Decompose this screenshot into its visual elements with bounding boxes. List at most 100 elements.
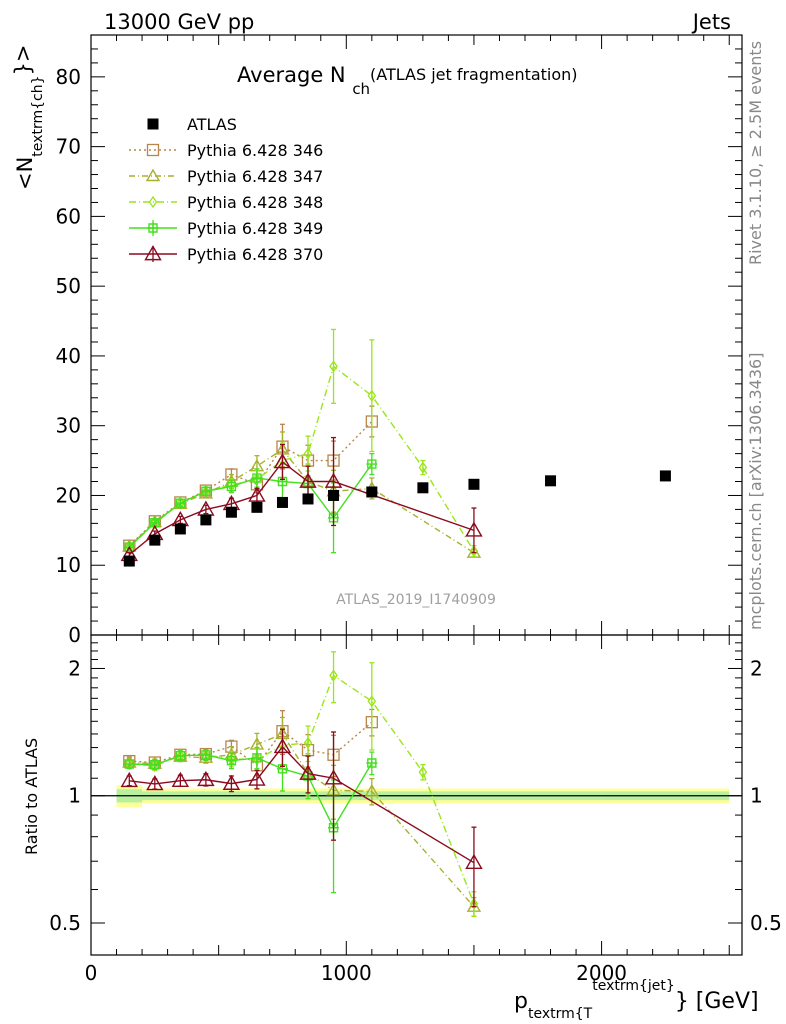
atlas-data-point [366,486,378,498]
mcplots-label: mcplots.cern.ch [arXiv:1306.3436] [746,353,765,630]
atlas-data-point [149,534,161,546]
series-ratio-point [273,737,292,754]
atlas-data-point [251,501,263,513]
series-point [225,480,237,492]
energy-label: 13000 GeV pp [104,10,254,34]
series-ratio-point [197,770,215,787]
y-tick-label: 0 [68,623,81,647]
series-ratio-line [129,754,373,830]
series-ratio-point [299,764,317,780]
ratio-tick-label-right: 0.5 [750,911,782,935]
series-pythia-6-428-349 [123,452,378,894]
legend-marker [148,195,158,209]
y-tick-label: 80 [56,65,81,89]
series-ratio-point [248,770,266,786]
x-tick-label: 2000 [576,961,627,985]
atlas-data-point [328,489,340,501]
series-ratio-point [469,897,479,910]
series-line [128,463,373,548]
atlas-data-point [123,555,135,567]
analysis-id: ATLAS_2019_I1740909 [336,592,496,608]
series-ratio-point [324,769,343,785]
y-axis-label: <Ntextrm{ch}}> [11,45,46,190]
y-tick-label: 50 [56,274,81,298]
atlas-data-point [200,514,212,526]
series-point [251,472,263,484]
x-axis-label-end: } [GeV] [675,989,759,1014]
atlas-data-point [417,482,429,494]
series-ratio-point [225,755,237,767]
chart-title-main: Average N [237,63,346,87]
legend: ATLAS Pythia 6.428 346 Pythia 6.428 347 Pyt… [129,115,323,264]
ratio-tick-label-right: 2 [750,656,763,680]
legend-marker [146,143,160,157]
chart-title-sub: ch [352,80,370,98]
series-ratio-point [123,758,135,770]
legend-marker [145,168,161,182]
series-line [128,421,373,547]
legend-marker [144,245,162,261]
category-label: Jets [691,10,731,34]
ratio-tick-label-right: 1 [750,784,763,808]
legend-marker [147,118,159,130]
atlas-data-point [225,506,237,518]
y-axis-label-main: <N [13,157,37,190]
series-pythia-6-428-348 [125,328,479,917]
atlas-data-point [174,523,186,535]
x-axis-label-main: p [514,989,528,1014]
series-ratio-line [129,721,373,767]
ratio-tick-label: 1 [68,784,81,808]
series-ratio-point [222,774,241,790]
ratio-tick-label: 2 [68,656,81,680]
axes-ticks: 0 1000 2000 0 10 20 30 40 50 60 70 80 0.5 0.5 1 1 2 2 [49,35,782,985]
y-tick-label: 60 [56,204,81,228]
series-ratio-point [364,783,380,797]
series-line [128,460,475,556]
y-axis-label-end: }> [11,45,35,76]
series-ratio-point [120,771,139,788]
y-tick-label: 10 [56,553,81,577]
atlas-data-point [659,470,671,482]
y-axis-label-group: <Ntextrm{ch}}> [11,45,46,190]
x-axis-label-sup: textrm{jet} [592,978,675,994]
series-ratio-point [174,750,186,762]
series-ratio-point [367,695,377,708]
y-tick-label: 40 [56,344,81,368]
series-pythia-6-428-370 [120,436,483,908]
series-point [367,389,377,402]
series-point [366,458,378,470]
chart-title-note: (ATLAS jet fragmentation) [370,65,578,84]
legend-label: Pythia 6.428 349 [187,219,323,238]
ratio-tick-label: 0.5 [49,911,81,935]
y-axis-label-sub: textrm{ch} [30,76,46,157]
x-tick-label: 1000 [321,961,372,985]
legend-label: ATLAS [187,115,237,134]
legend-label: Pythia 6.428 347 [187,167,323,186]
series-ratio-point [146,775,164,791]
series-ratio-point [418,765,428,779]
x-tick-label: 0 [85,961,98,985]
series-point [329,360,338,373]
ratio-plot-frame [90,634,743,956]
series-point [465,521,483,537]
atlas-data-point [302,493,314,505]
series-ratio-point [198,750,214,763]
ratio-uncertainty-band [91,785,742,808]
rivet-label: Rivet 3.1.10, ≥ 2.5M events [746,41,765,265]
series-ratio-point [303,736,313,750]
series-point [303,447,313,460]
series-ratio-point [200,749,212,761]
atlas-data-layer [123,470,671,567]
y-tick-label: 70 [56,135,81,159]
atlas-data-point [545,475,557,487]
series-ratio-point [149,759,161,771]
y-tick-label: 20 [56,483,81,507]
series-point [469,545,479,558]
series-ratio-point [171,771,190,787]
x-axis-label: ptextrm{T textrm{jet}} [GeV] [514,978,759,1022]
series-point [174,497,186,509]
series-point [324,472,343,488]
ratio-y-label: Ratio to ATLAS [22,738,41,855]
x-axis-label-sub: textrm{T [528,1006,593,1022]
series-point [248,486,266,502]
